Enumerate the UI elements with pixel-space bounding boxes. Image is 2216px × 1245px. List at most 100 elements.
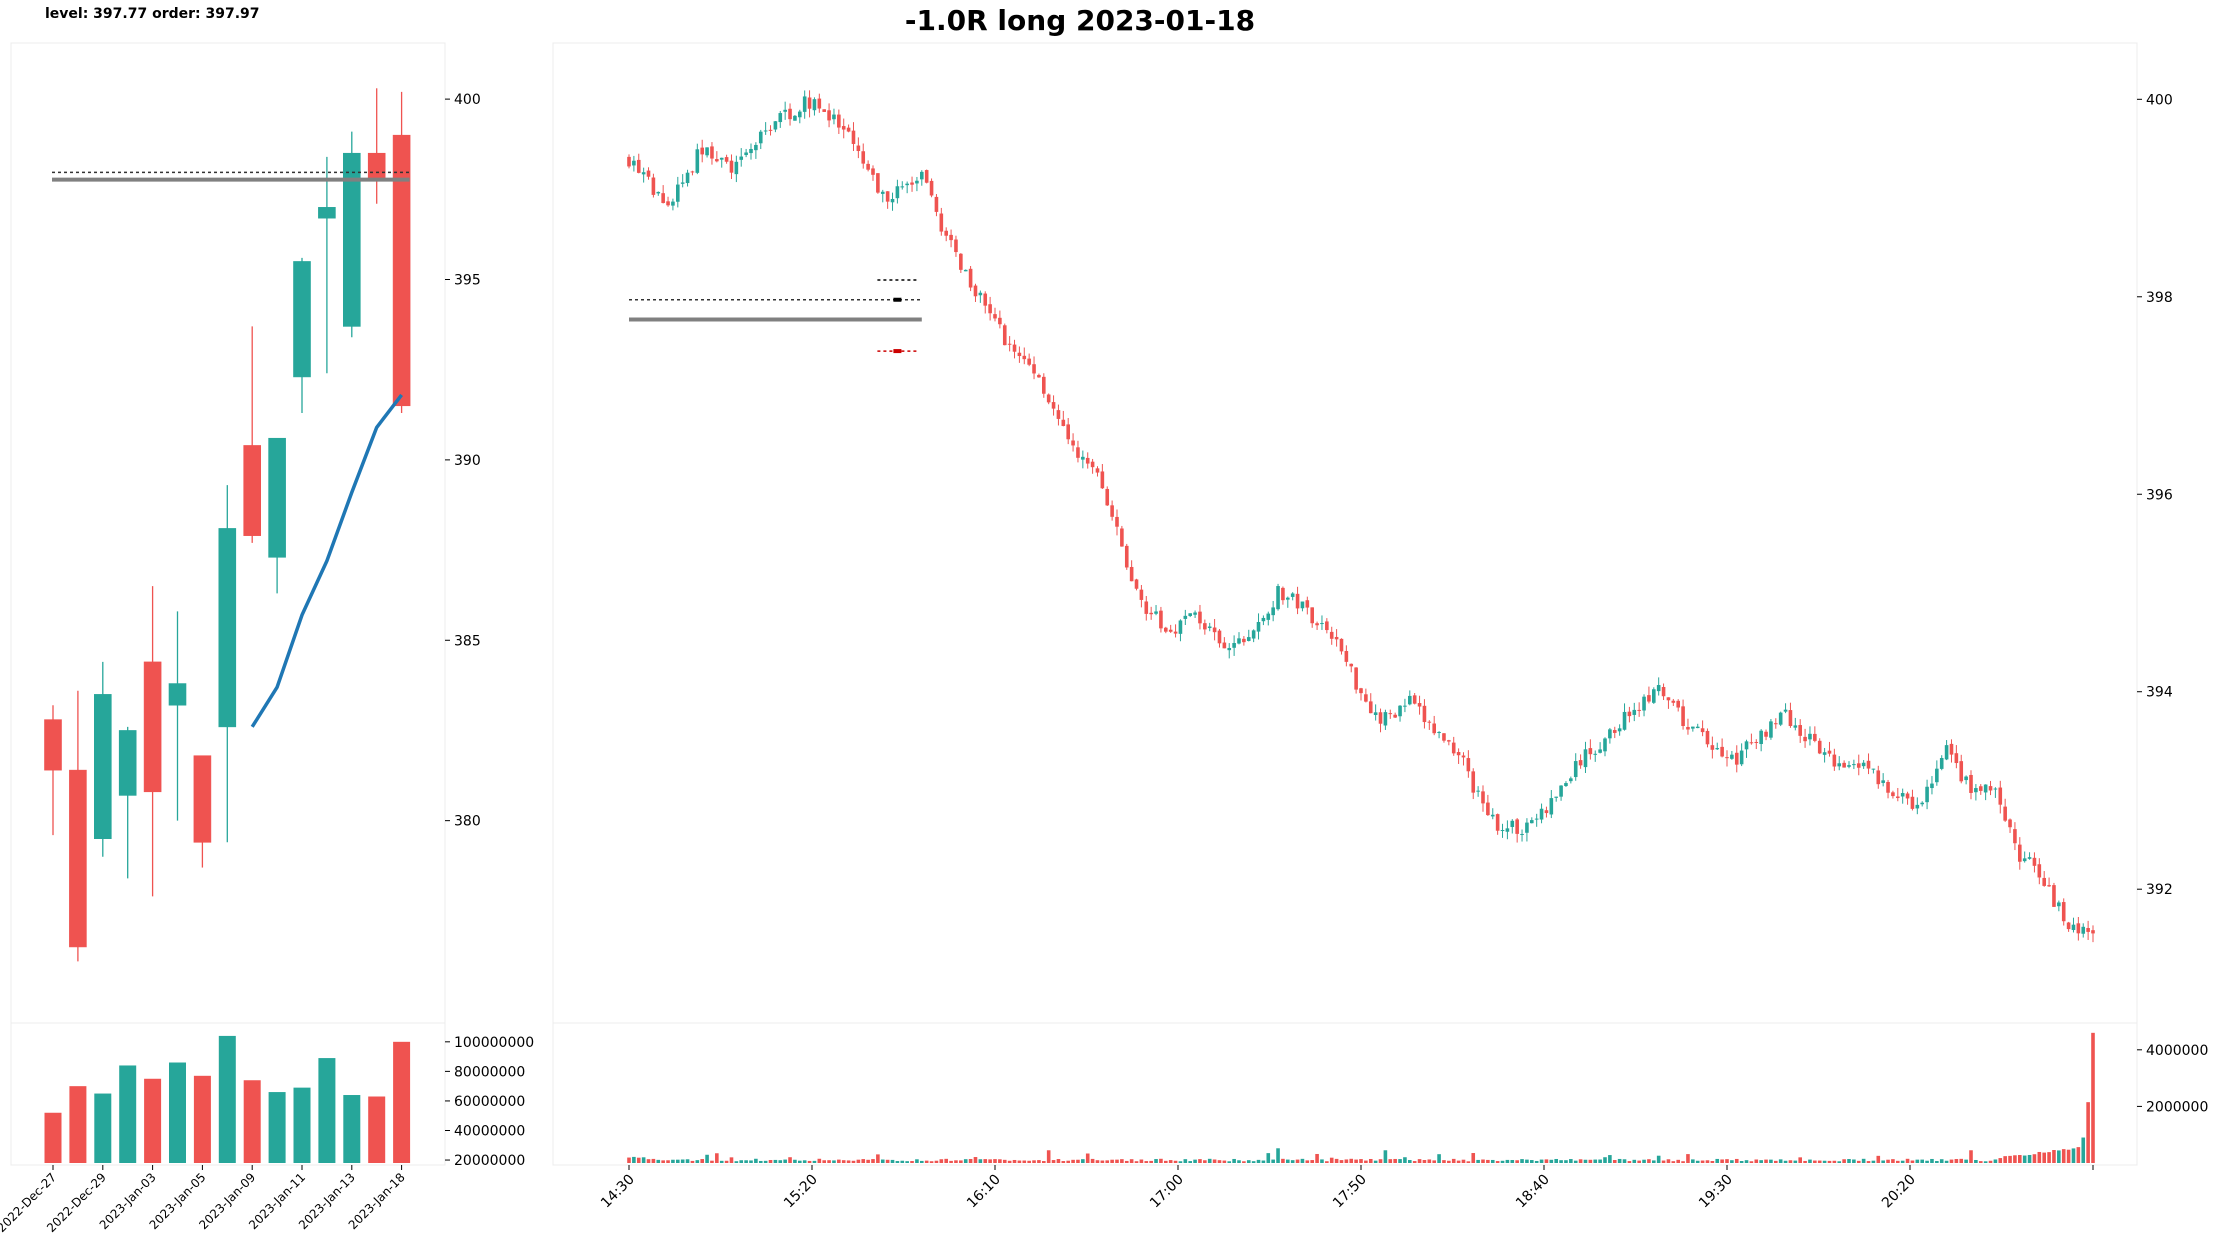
intraday-volume-bar [1935,1161,1939,1163]
intraday-volume-bar [1564,1160,1568,1163]
intraday-volume-bar [1612,1160,1617,1163]
intraday-volume-bar [1481,1159,1485,1163]
intraday-candle-body [1476,790,1480,792]
daily-candle-body [318,207,336,219]
intraday-volume-bar [1993,1159,1998,1163]
intraday-candle-body [1129,566,1134,582]
intraday-volume-bar [856,1159,861,1163]
daily-volume-frame [10,1022,446,1166]
intraday-overlay [629,279,922,354]
daily-candle-body [44,719,62,771]
daily-candle-body [342,152,361,327]
intraday-volume-bar [1891,1159,1895,1163]
intraday-volume-bar [978,1159,983,1163]
intraday-volume-bars [627,1032,2095,1163]
intraday-volume-bar [1930,1158,1934,1163]
intraday-volume-bar [924,1160,929,1163]
intraday-candle-body [939,213,944,232]
intraday-candle-body [2057,902,2061,907]
intraday-candle-body [1637,709,1641,711]
intraday-candle-body [1573,761,1578,778]
intraday-volume-bar [1734,1158,1739,1163]
intraday-candle-body [1027,358,1031,365]
intraday-candle-body [1827,750,1832,754]
intraday-volume-bar [920,1160,924,1163]
intraday-volume-bar [1329,1157,1334,1163]
intraday-candle-body [734,161,739,175]
daily-candle-body [143,661,162,793]
intraday-candle-body [1754,741,1759,743]
intraday-candle-body [1203,623,1207,630]
intraday-volume-bar [1774,1160,1778,1163]
intraday-volume-bar [2052,1150,2056,1163]
intraday-volume-bar [817,1158,822,1163]
intraday-volume-bar [1403,1157,1407,1163]
intraday-volume-bar [1788,1160,1793,1163]
intraday-candle-body [1056,410,1061,419]
intraday-candle-body [959,253,963,270]
intraday-candle-body [978,292,983,296]
intraday-candle-body [778,113,783,123]
intraday-candle-body [1281,587,1285,601]
intraday-volume-bar [1168,1160,1173,1163]
intraday-volume-bar [1691,1159,1695,1163]
intraday-volume-bar [632,1156,636,1163]
intraday-candle-body [1686,726,1690,730]
intraday-candle-body [1774,723,1778,725]
intraday-volume-bar [812,1160,817,1163]
intraday-candle-body [1983,784,1988,793]
intraday-candle-body [1471,771,1476,793]
intraday-volume-bar [1534,1160,1539,1163]
intraday-candle-body [822,109,826,112]
intraday-candle-body [1164,627,1168,632]
daily-volume-bar [119,1065,137,1163]
daily-volume-bar [293,1087,311,1163]
intraday-candle-body [1300,601,1305,609]
intraday-volume-bar [910,1161,914,1163]
intraday-candle-body [1242,638,1246,643]
intraday-volume-bar [749,1160,753,1163]
intraday-volume-bar [1998,1158,2003,1163]
intraday-volume-bar [1642,1159,1646,1163]
intraday-volume-bar [1095,1160,1100,1163]
intraday-volume-bar [1120,1159,1124,1163]
intraday-candle-body [1012,344,1017,352]
intraday-candle-body [920,171,924,180]
intraday-volume-bar [861,1159,866,1163]
daily-moving-average-line [250,393,403,728]
intraday-candle-body [1193,612,1197,615]
intraday-volume-bar [1637,1160,1641,1163]
intraday-volume-bar [1471,1153,1476,1163]
intraday-candle-body [1437,731,1441,733]
intraday-volume-bar [676,1159,680,1163]
intraday-candle-body [1515,819,1519,834]
intraday-candle-body [1339,638,1344,652]
intraday-volume-bar [1539,1159,1544,1163]
intraday-candle-body [1061,419,1066,426]
intraday-candle-body [1178,620,1183,634]
intraday-volume-bar [1695,1160,1700,1163]
intraday-candle-body [1422,705,1427,723]
intraday-candle-body [627,156,631,167]
intraday-candle-body [895,186,900,199]
intraday-volume-bar [1544,1159,1549,1163]
intraday-volume-bar [1456,1160,1461,1163]
intraday-candle-body [1042,376,1046,394]
intraday-volume-bar [1437,1154,1441,1163]
intraday-candle-body [1007,343,1012,345]
intraday-candle-body [1486,802,1490,816]
intraday-candle-body [636,159,641,173]
intraday-volume-bar [1105,1160,1110,1163]
intraday-candle-body [1310,607,1314,624]
intraday-candle-body [2042,877,2046,886]
daily-candle-body [367,152,386,179]
intraday-candle-body [1500,830,1505,832]
intraday-volume-bar [680,1159,685,1163]
intraday-candle-body [993,314,997,319]
intraday-volume-bar [841,1160,846,1163]
intraday-candle-body [1832,754,1837,767]
intraday-volume-bar [1388,1159,1393,1163]
intraday-volume-bar [1681,1161,1685,1163]
intraday-volume-bar [963,1159,968,1163]
intraday-volume-bar [1495,1161,1500,1163]
